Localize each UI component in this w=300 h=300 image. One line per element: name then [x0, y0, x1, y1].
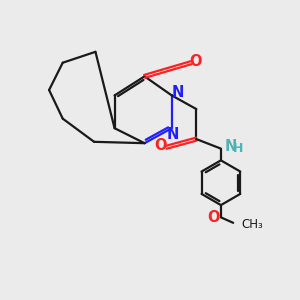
- Text: CH₃: CH₃: [242, 218, 263, 231]
- Text: O: O: [207, 210, 220, 225]
- Text: N: N: [172, 85, 184, 100]
- Text: O: O: [154, 138, 167, 153]
- Text: H: H: [233, 142, 244, 154]
- Text: O: O: [190, 54, 202, 69]
- Text: N: N: [224, 139, 237, 154]
- Text: N: N: [167, 128, 179, 142]
